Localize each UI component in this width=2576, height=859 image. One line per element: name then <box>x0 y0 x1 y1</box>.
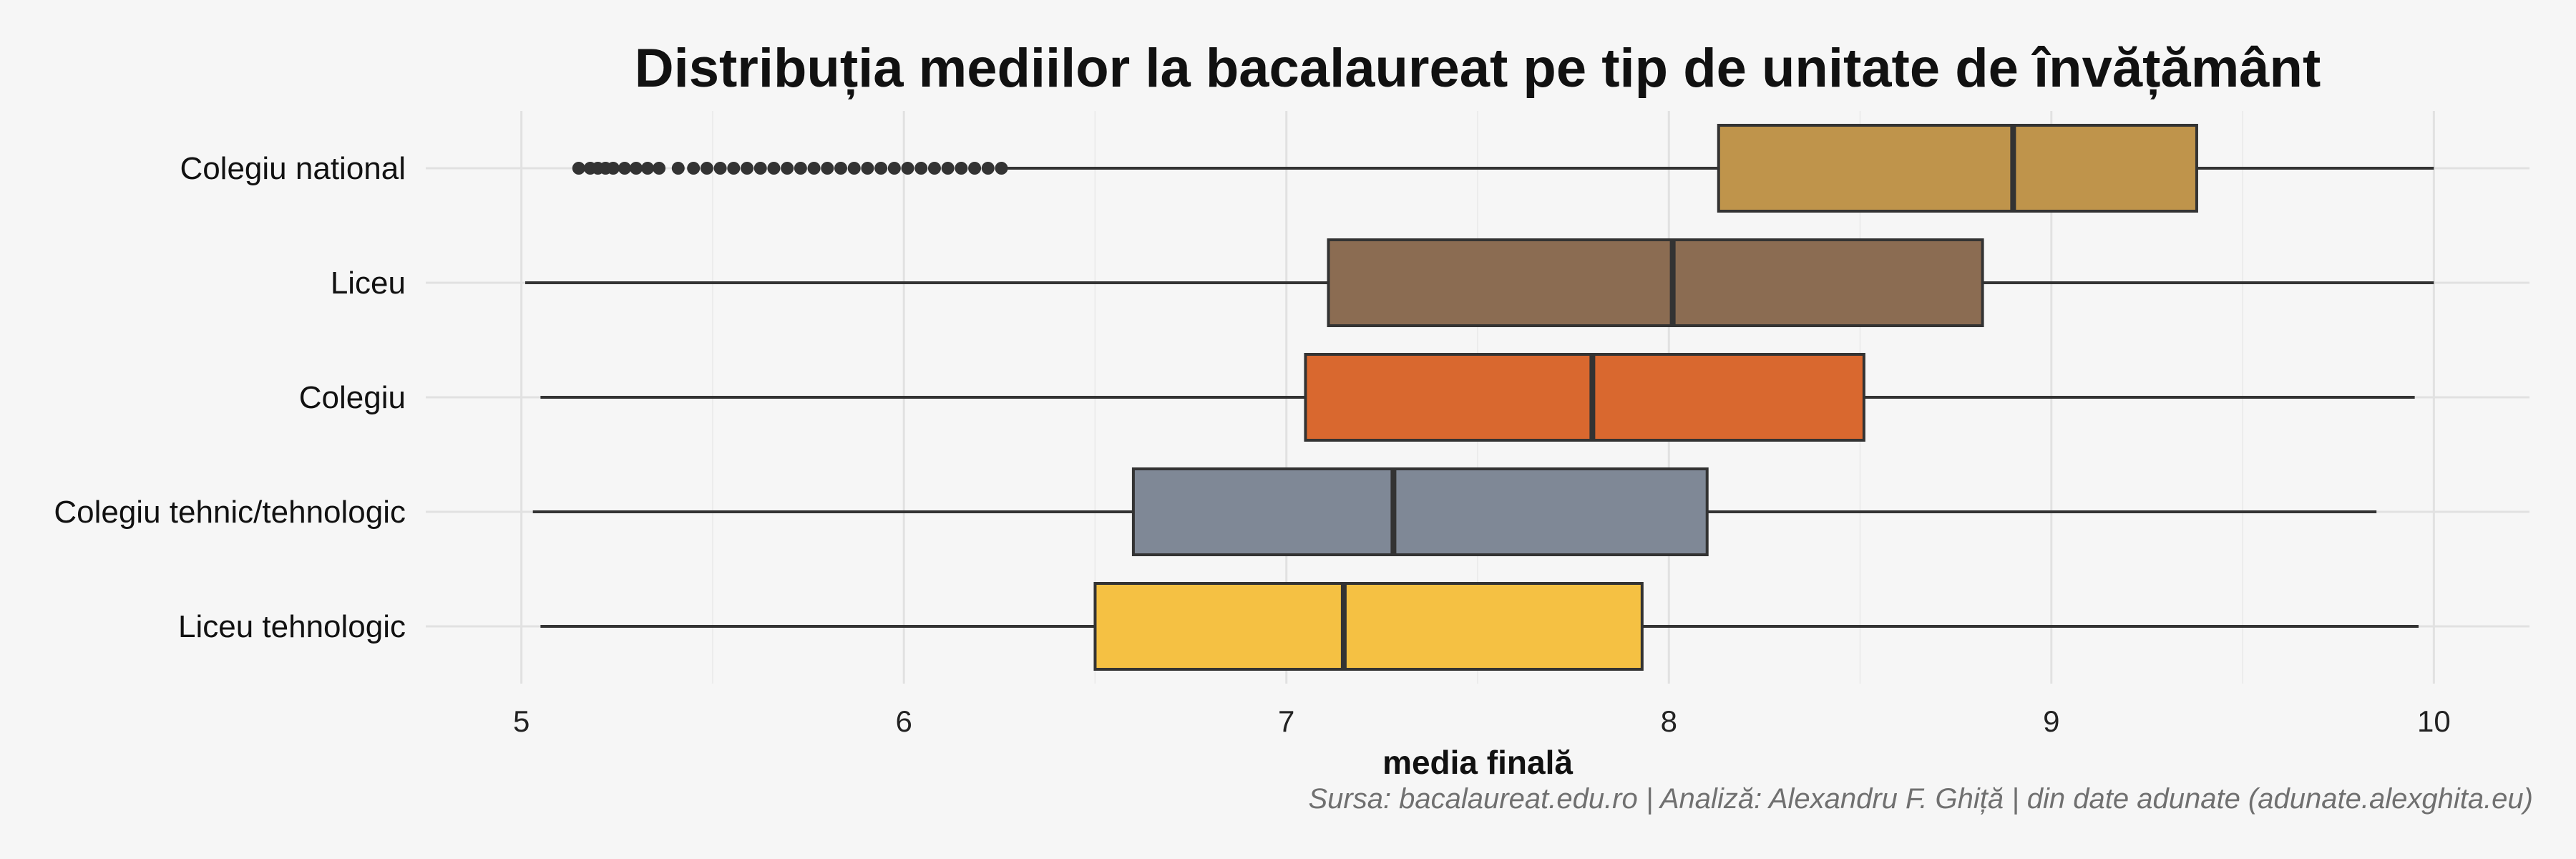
outlier-point <box>618 162 631 175</box>
outlier-point <box>914 162 928 175</box>
x-tick-label: 5 <box>513 704 530 738</box>
outlier-point <box>927 162 941 175</box>
outlier-point <box>687 162 701 175</box>
outlier-point <box>753 162 767 175</box>
outlier-point <box>834 162 847 175</box>
x-tick-label: 9 <box>2043 704 2059 738</box>
chart-title: Distribuția mediilor la bacalaureat pe t… <box>634 38 2321 99</box>
outlier-point <box>807 162 821 175</box>
outlier-point <box>887 162 901 175</box>
outlier-point <box>700 162 713 175</box>
outlier-point <box>874 162 888 175</box>
outlier-point <box>968 162 982 175</box>
outlier-point <box>630 162 643 175</box>
iqr-box <box>1327 238 1984 327</box>
outlier-point <box>641 162 655 175</box>
iqr-box <box>1093 582 1644 671</box>
outlier-point <box>794 162 807 175</box>
source-caption: Sursa: bacalaureat.edu.ro | Analiză: Ale… <box>1308 783 2533 815</box>
outlier-point <box>653 162 666 175</box>
outlier-point <box>981 162 995 175</box>
outlier-point <box>671 162 685 175</box>
x-tick-label: 10 <box>2417 704 2451 738</box>
outlier-point <box>606 162 620 175</box>
outlier-point <box>861 162 874 175</box>
outlier-point <box>821 162 834 175</box>
box-layer <box>525 124 2434 671</box>
outlier-point <box>995 162 1008 175</box>
x-tick-label: 8 <box>1661 704 1677 738</box>
outlier-point <box>713 162 727 175</box>
box-group <box>525 238 2434 327</box>
outlier-point <box>847 162 861 175</box>
outlier-point <box>781 162 794 175</box>
outlier-point <box>572 162 585 175</box>
y-category-label: Liceu <box>331 266 406 301</box>
iqr-box <box>1304 353 1865 442</box>
outlier-point <box>741 162 754 175</box>
x-axis-label: media finală <box>1382 744 1573 781</box>
x-tick-label: 7 <box>1278 704 1294 738</box>
box-group <box>572 124 2434 213</box>
outlier-point <box>901 162 914 175</box>
box-group <box>540 582 2419 671</box>
outlier-point <box>727 162 741 175</box>
x-tick-label: 6 <box>896 704 912 738</box>
y-category-label: Colegiu <box>299 380 406 415</box>
label-layer: 5 6 7 8 9 10 Colegiu national Liceu Colegiu Coleg… <box>54 151 2450 738</box>
y-category-label: Liceu tehnologic <box>178 609 406 644</box>
iqr-box <box>1131 467 1709 556</box>
outlier-point <box>955 162 968 175</box>
outlier-point <box>767 162 781 175</box>
y-category-label: Colegiu tehnic/tehnologic <box>54 495 406 530</box>
iqr-box <box>1717 124 2198 213</box>
box-group <box>540 353 2415 442</box>
box-group <box>532 467 2377 556</box>
outlier-point <box>941 162 955 175</box>
y-category-label: Colegiu national <box>180 151 406 186</box>
